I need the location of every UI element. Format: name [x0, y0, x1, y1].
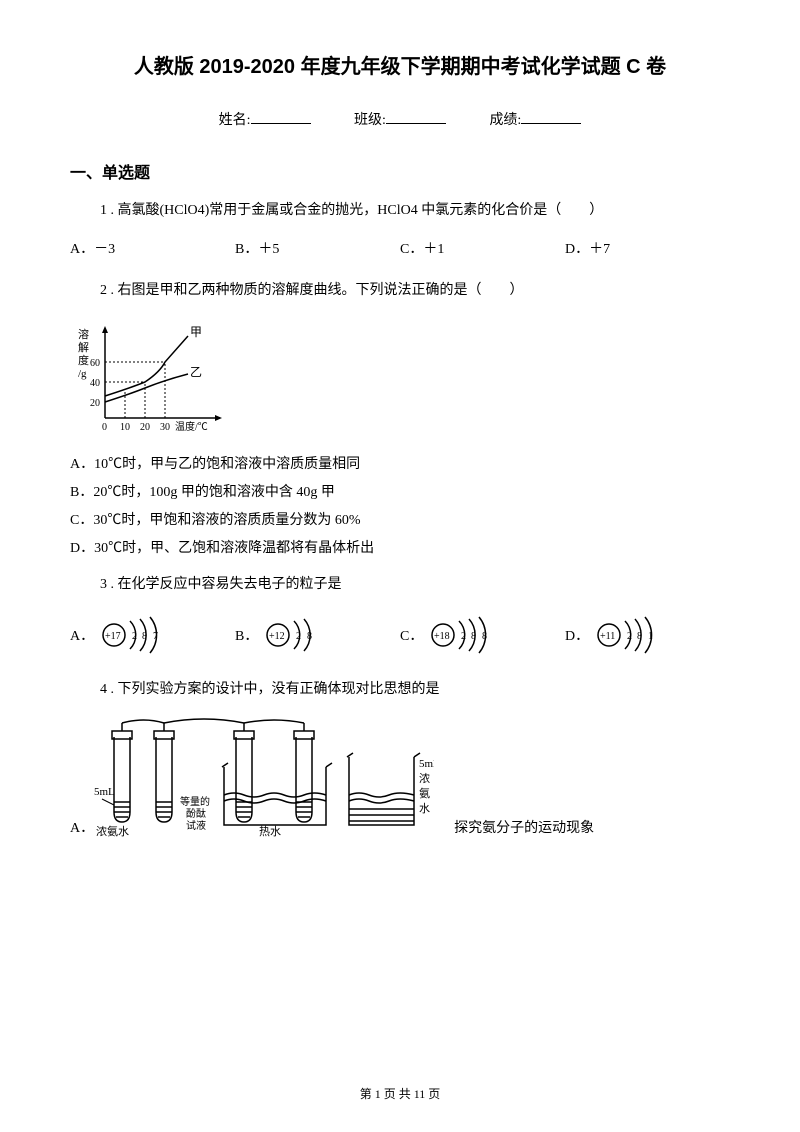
q4-stem: 4 . 下列实验方案的设计中，没有正确体现对比思想的是 [100, 677, 730, 702]
page-footer: 第 1 页 共 11 页 [0, 1085, 800, 1102]
svg-text:氨: 氨 [419, 787, 430, 800]
svg-text:热水: 热水 [259, 825, 281, 837]
svg-text:解: 解 [78, 340, 89, 354]
q3-opt-d[interactable]: D． +11 281 [565, 613, 730, 657]
svg-text:2: 2 [461, 631, 466, 642]
q4-opt-a-label: A． [70, 817, 94, 837]
svg-text:+11: +11 [600, 631, 615, 642]
q1-opt-d[interactable]: D．＋7 [565, 238, 730, 258]
svg-text:8: 8 [637, 631, 642, 642]
q3-opt-a[interactable]: A． +17 287 [70, 613, 235, 657]
q1-stem: 1 . 高氯酸(HClO4)常用于金属或合金的抛光，HClO4 中氯元素的化合价… [100, 198, 730, 223]
q2-stem: 2 . 右图是甲和乙两种物质的溶解度曲线。下列说法正确的是（ ） [100, 278, 730, 303]
svg-text:1: 1 [648, 631, 653, 642]
svg-text:度: 度 [78, 353, 89, 367]
q3-a-label: A． [70, 625, 94, 645]
class-label: 班级: [354, 113, 386, 128]
svg-text:30: 30 [160, 422, 170, 433]
svg-text:8: 8 [142, 631, 147, 642]
q3-opt-b[interactable]: B． +12 28 [235, 613, 400, 657]
score-label: 成绩: [489, 113, 521, 128]
section-header-1: 一、单选题 [70, 159, 730, 183]
svg-text:等量的: 等量的 [180, 795, 210, 808]
q3-c-label: C． [400, 625, 423, 645]
q2-opt-c[interactable]: C．30℃时，甲饱和溶液的溶质质量分数为 60% [70, 509, 730, 529]
svg-text:5mL: 5mL [419, 758, 434, 770]
q3-stem: 3 . 在化学反应中容易失去电子的粒子是 [100, 572, 730, 597]
svg-text:2: 2 [132, 631, 137, 642]
student-info-row: 姓名: 班级: 成绩: [70, 109, 730, 129]
q3-options: A． +17287 B． +1228 C． +18288 D． +11281 [70, 613, 730, 657]
svg-text:40: 40 [90, 378, 100, 389]
svg-text:溶: 溶 [78, 327, 89, 341]
svg-text:8: 8 [482, 631, 487, 642]
svg-text:5mL: 5mL [94, 786, 115, 798]
svg-text:8: 8 [307, 631, 312, 642]
svg-text:水: 水 [419, 802, 430, 815]
svg-text:浓: 浓 [419, 772, 430, 785]
svg-text:浓氨水: 浓氨水 [96, 825, 129, 837]
svg-text:+18: +18 [434, 631, 450, 642]
svg-text:+12: +12 [269, 631, 285, 642]
svg-text:20: 20 [140, 422, 150, 433]
name-label: 姓名: [219, 113, 251, 128]
svg-text:8: 8 [471, 631, 476, 642]
svg-text:2: 2 [627, 631, 632, 642]
svg-text:20: 20 [90, 398, 100, 409]
svg-text:2: 2 [296, 631, 301, 642]
q2-options: A．10℃时，甲与乙的饱和溶液中溶质质量相同 B．20℃时，100g 甲的饱和溶… [70, 453, 730, 557]
svg-text:10: 10 [120, 422, 130, 433]
q1-options: A．－3 B．＋5 C．＋1 D．＋7 [70, 238, 730, 258]
name-blank[interactable] [251, 123, 311, 124]
q1-opt-c[interactable]: C．＋1 [400, 238, 565, 258]
q1-opt-a[interactable]: A．－3 [70, 238, 235, 258]
q2-opt-d[interactable]: D．30℃时，甲、乙饱和溶液降温都将有晶体析出 [70, 537, 730, 557]
q3-opt-c[interactable]: C． +18288 [400, 613, 565, 657]
svg-text:甲: 甲 [190, 325, 202, 339]
q1-opt-b[interactable]: B．＋5 [235, 238, 400, 258]
q2-opt-a[interactable]: A．10℃时，甲与乙的饱和溶液中溶质质量相同 [70, 453, 730, 473]
score-blank[interactable] [521, 123, 581, 124]
q4-apparatus-diagram: 5mL 浓氨水 等量的 酚酞 试液 热水 5mL 浓 氨 水 [94, 717, 434, 837]
svg-text:0: 0 [102, 422, 107, 433]
q4-opt-a-tail: 探究氨分子的运动现象 [454, 817, 594, 837]
svg-text:乙: 乙 [190, 365, 202, 379]
svg-text:酚酞: 酚酞 [186, 807, 206, 820]
q2-chart: 溶 解 度 /g 20 40 60 0 10 20 30 温度/℃ [70, 318, 730, 443]
q4-row: A． [70, 717, 730, 837]
svg-text:温度/℃: 温度/℃ [175, 420, 208, 433]
svg-text:60: 60 [90, 358, 100, 369]
svg-text:7: 7 [153, 631, 158, 642]
q3-d-label: D． [565, 625, 589, 645]
page-title: 人教版 2019-2020 年度九年级下学期期中考试化学试题 C 卷 [70, 50, 730, 79]
q2-opt-b[interactable]: B．20℃时，100g 甲的饱和溶液中含 40g 甲 [70, 481, 730, 501]
svg-text:/g: /g [78, 368, 87, 380]
svg-text:试液: 试液 [186, 819, 206, 832]
q3-b-label: B． [235, 625, 258, 645]
class-blank[interactable] [386, 123, 446, 124]
svg-text:+17: +17 [105, 631, 121, 642]
